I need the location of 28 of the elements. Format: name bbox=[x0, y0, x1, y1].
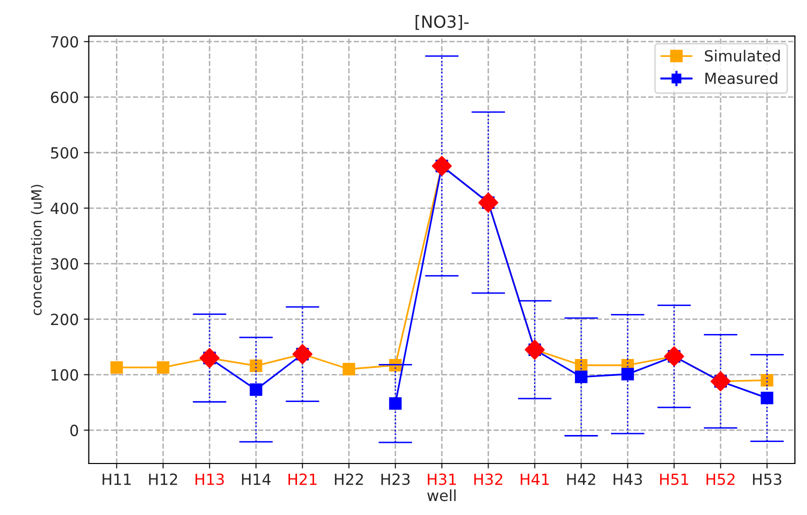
y-tick-label: 500 bbox=[51, 147, 78, 159]
legend-label: Simulated bbox=[704, 50, 780, 62]
y-tick-label: 300 bbox=[51, 258, 78, 270]
y-axis-title: concentration (uM) bbox=[30, 184, 44, 316]
x-axis-title: well bbox=[427, 489, 456, 502]
y-tick-label: 700 bbox=[51, 36, 78, 48]
x-tick-label: H22 bbox=[334, 473, 363, 485]
legend-label: Measured bbox=[705, 72, 778, 84]
x-tick-label: H11 bbox=[102, 474, 131, 485]
x-tick-label: H53 bbox=[753, 473, 782, 486]
x-tick-label: H43 bbox=[614, 473, 642, 486]
x-tick-label: H32 bbox=[474, 473, 502, 486]
x-tick-label: H41 bbox=[520, 474, 549, 485]
x-tick-label: H13 bbox=[196, 473, 224, 486]
x-tick-label: H12 bbox=[149, 473, 178, 485]
chart-title: [NO3]- bbox=[416, 15, 469, 30]
y-tick-label: 100 bbox=[52, 369, 78, 381]
x-tick-label: H23 bbox=[381, 473, 410, 486]
x-tick-label: H52 bbox=[706, 473, 734, 486]
x-tick-label: H42 bbox=[567, 473, 596, 485]
y-tick-label: 0 bbox=[70, 424, 78, 436]
y-tick-label: 600 bbox=[50, 92, 78, 104]
x-tick-label: H21 bbox=[288, 473, 317, 485]
y-tick-label: 400 bbox=[50, 202, 78, 214]
x-tick-label: H14 bbox=[242, 474, 271, 485]
x-tick-label: H31 bbox=[428, 473, 456, 486]
y-tick-label: 200 bbox=[51, 314, 78, 326]
x-tick-label: H51 bbox=[660, 474, 688, 486]
